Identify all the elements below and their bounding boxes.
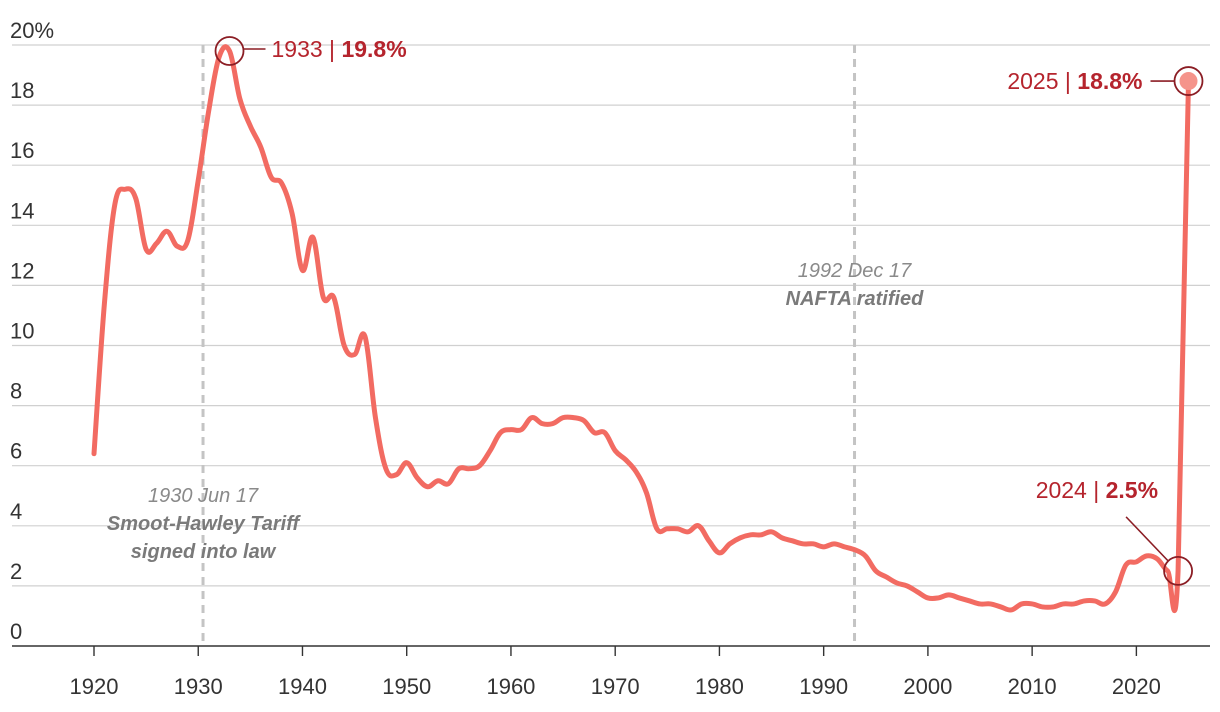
callout-2025: 2025 | 18.8% xyxy=(1007,66,1204,96)
x-tick-label: 1980 xyxy=(695,674,744,699)
y-tick-label: 8 xyxy=(10,379,22,404)
axis-layer: 0 2 4 6 8 10 12 14 16 18 20% 1920 1930 1940 1950 1960 19… xyxy=(10,18,1210,699)
y-tick-label: 20% xyxy=(10,18,54,43)
y-tick-label: 6 xyxy=(10,439,22,464)
y-tick-label: 12 xyxy=(10,258,34,283)
callout-year: 2025 xyxy=(1007,68,1058,94)
callout-layer: 1933 | 19.8% 2025 | 18.8% 2024 | 2.5% xyxy=(214,36,1204,586)
callout-year: 2024 xyxy=(1036,477,1087,503)
x-tick-label: 1960 xyxy=(486,674,535,699)
event-date-label: 1992 Dec 17 xyxy=(798,260,912,282)
event-label-line: signed into law xyxy=(131,541,277,563)
callout-leader xyxy=(1125,516,1169,562)
callout-value: 2.5% xyxy=(1106,477,1158,503)
callout-ring xyxy=(214,36,245,66)
x-tick-label: 2020 xyxy=(1112,674,1161,699)
callout-separator: | xyxy=(1059,68,1078,94)
x-tick-label: 1990 xyxy=(799,674,848,699)
y-tick-label: 4 xyxy=(10,499,22,524)
y-tick-label: 2 xyxy=(10,559,22,584)
x-tick-label: 1920 xyxy=(70,674,119,699)
callout-separator: | xyxy=(323,36,342,62)
callout-label: 2024 | 2.5% xyxy=(1036,477,1158,503)
callout-separator: | xyxy=(1087,477,1106,503)
callout-value: 18.8% xyxy=(1077,68,1142,94)
callout-label: 2025 | 18.8% xyxy=(1007,68,1142,94)
x-tick-label: 2000 xyxy=(903,674,952,699)
y-tick-label: 0 xyxy=(10,619,22,644)
event-label-line: Smoot-Hawley Tariff xyxy=(107,513,302,535)
callout-2024: 2024 | 2.5% xyxy=(1036,477,1193,586)
tariff-rate-series-line xyxy=(91,44,1191,613)
callout-1933: 1933 | 19.8% xyxy=(214,36,407,66)
callout-label: 1933 | 19.8% xyxy=(272,36,407,62)
event-label-line: NAFTA ratified xyxy=(786,288,925,310)
y-tick-label: 10 xyxy=(10,319,34,344)
callout-value: 19.8% xyxy=(341,36,406,62)
x-tick-label: 1950 xyxy=(382,674,431,699)
y-tick-label: 14 xyxy=(10,198,34,223)
y-tick-label: 16 xyxy=(10,138,34,163)
y-tick-label: 18 xyxy=(10,78,34,103)
x-tick-label: 1970 xyxy=(591,674,640,699)
x-tick-label: 1930 xyxy=(174,674,223,699)
callout-ring xyxy=(1163,555,1193,586)
callout-dot xyxy=(1179,72,1198,91)
callout-year: 1933 xyxy=(272,36,323,62)
event-date-label: 1930 Jun 17 xyxy=(148,485,259,507)
series-layer xyxy=(91,44,1191,613)
grid-layer xyxy=(12,44,1210,587)
x-tick-label: 1940 xyxy=(278,674,327,699)
x-tick-label: 2010 xyxy=(1008,674,1057,699)
